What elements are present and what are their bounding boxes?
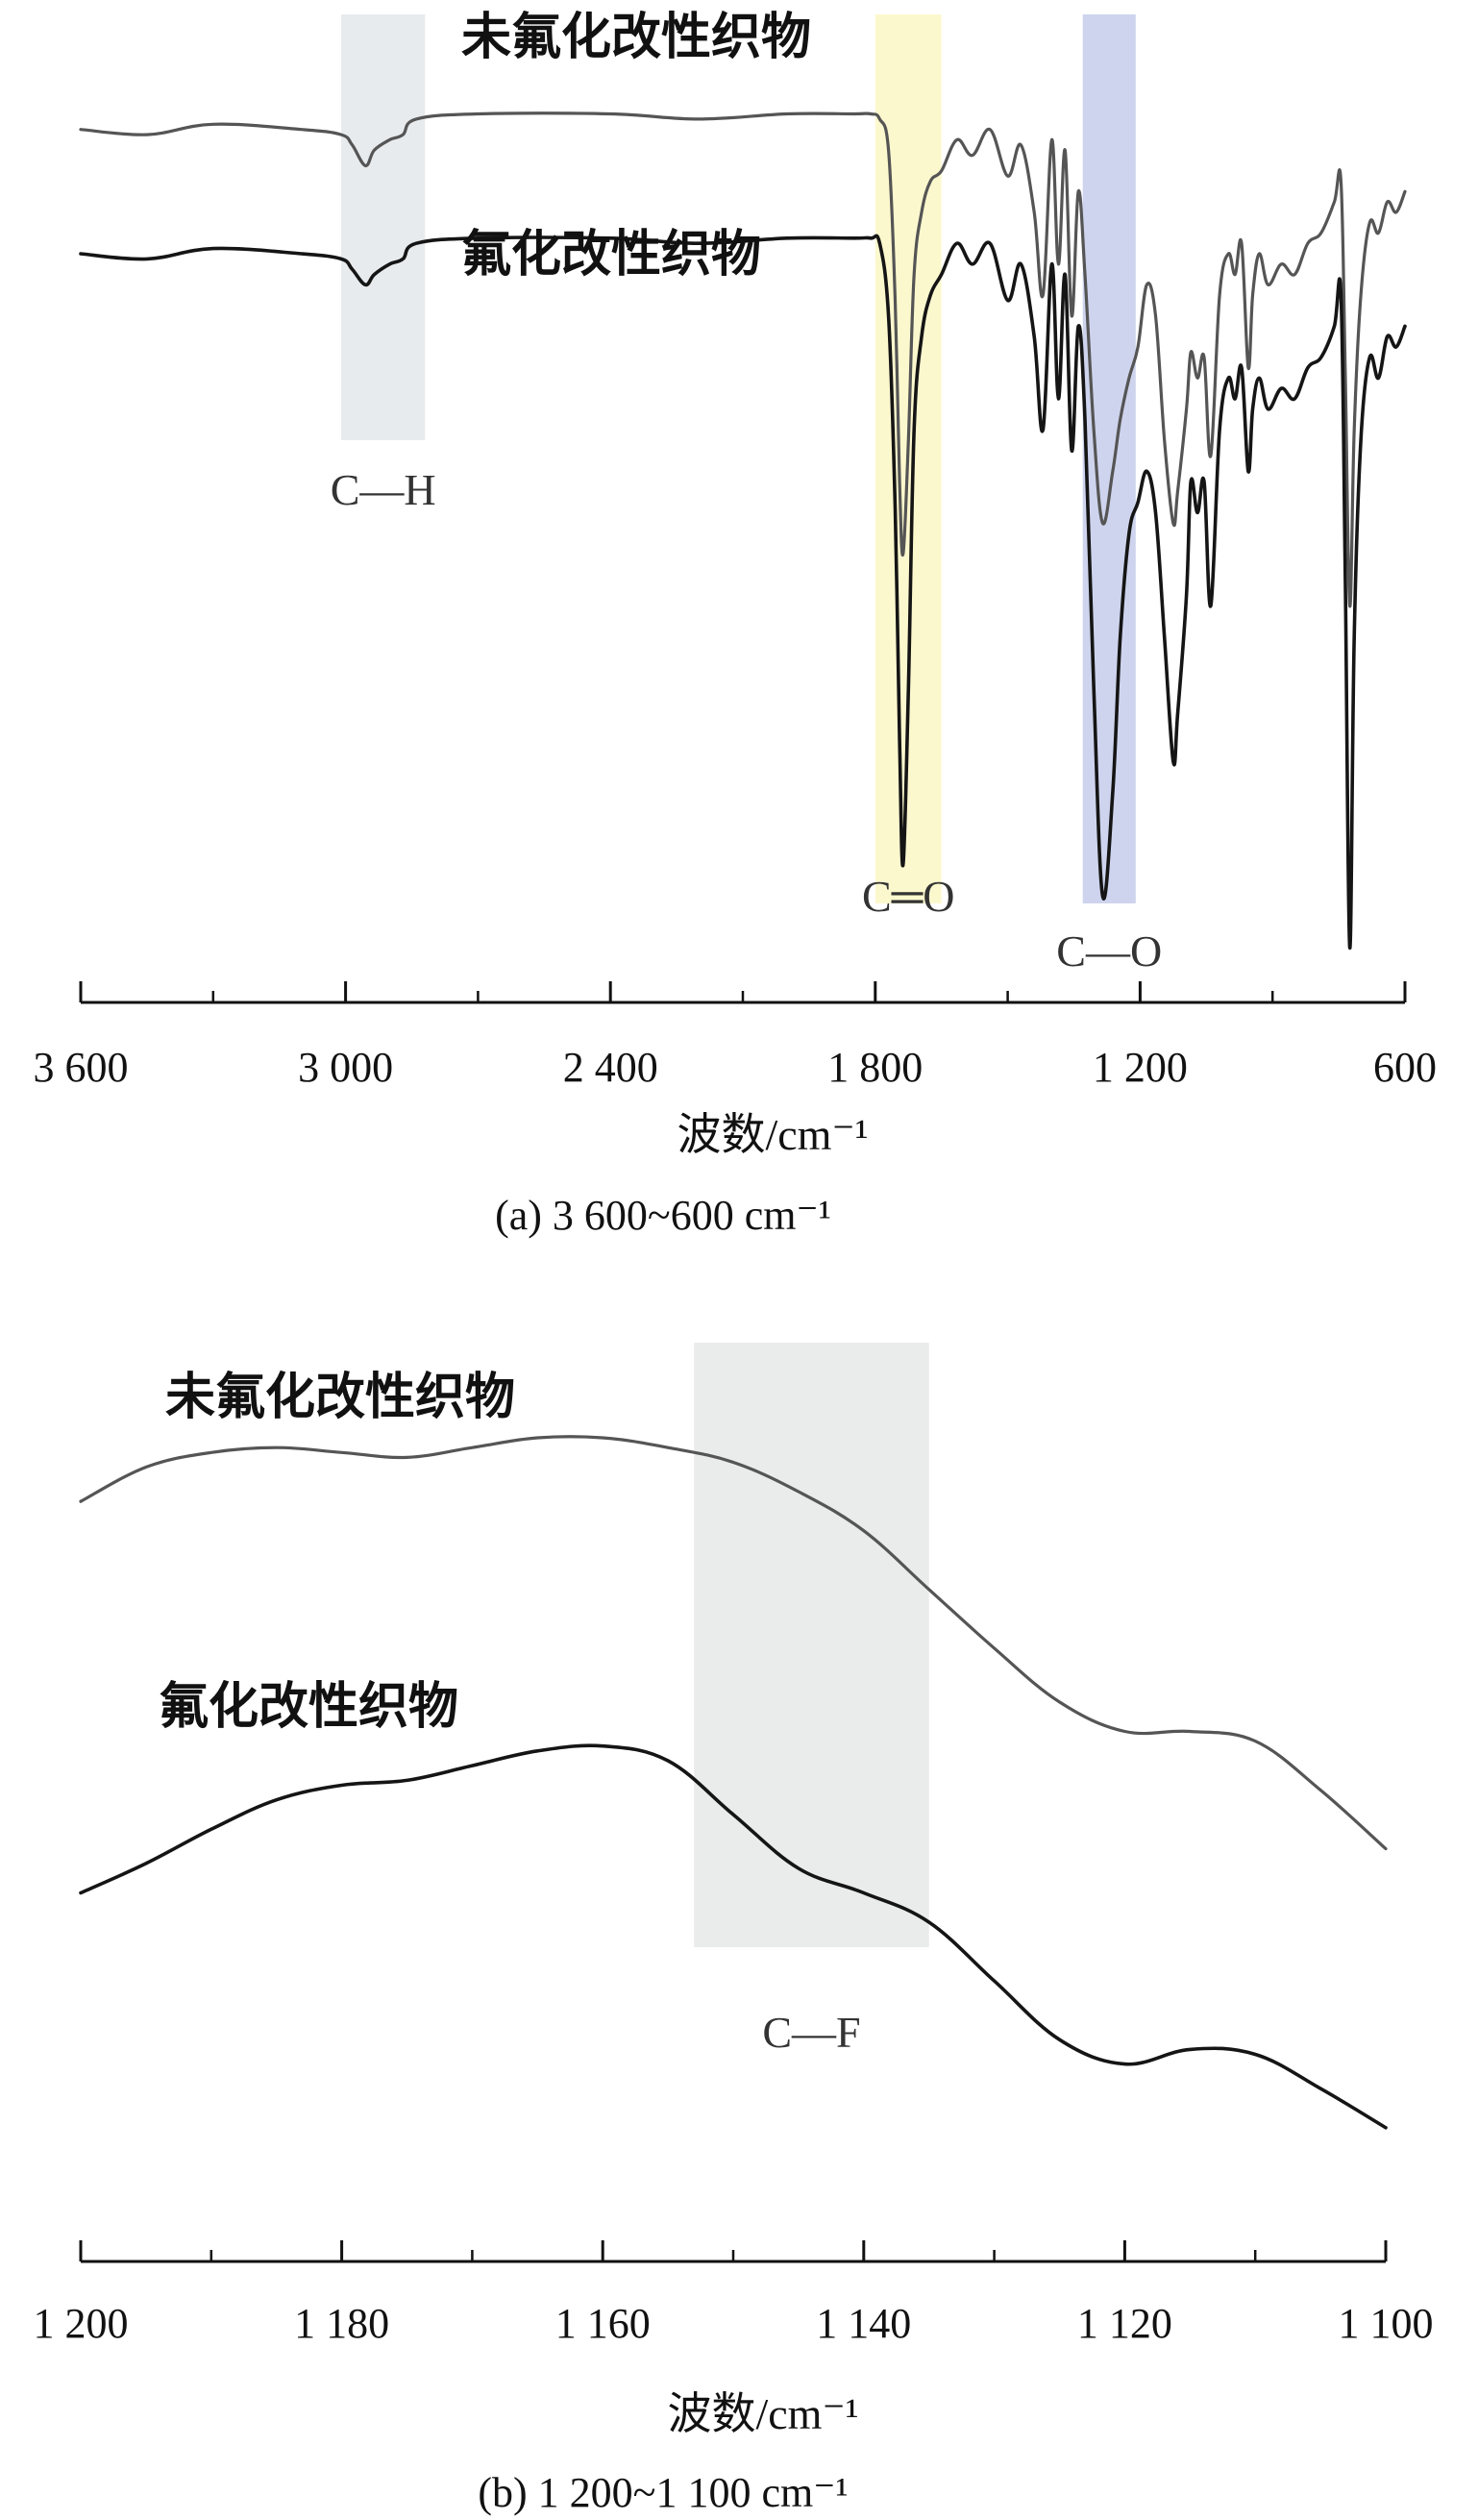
series-label: 未氟化改性织物 <box>461 9 811 66</box>
series-label: 未氟化改性织物 <box>165 1369 515 1426</box>
x-tick-label: 3 000 <box>298 1044 393 1091</box>
series-line <box>79 1743 1388 2130</box>
highlight-band <box>1082 14 1136 903</box>
x-tick-label: 1 200 <box>1093 1044 1188 1091</box>
highlight-band <box>341 14 426 440</box>
x-axis-b: 1 200 1 180 1 160 1 140 1 120 1 100 <box>34 2240 1434 2347</box>
spectrum-curves-a <box>79 111 1407 950</box>
x-tick-label: 1 100 <box>1339 2300 1434 2347</box>
band-label: C═O <box>862 872 955 921</box>
caption-a: (a) 3 600~600 cm⁻¹ <box>495 1192 831 1239</box>
x-tick-label: 3 600 <box>34 1044 129 1091</box>
series-label: 氟化改性织物 <box>159 1678 458 1736</box>
x-tick-label: 2 400 <box>563 1044 658 1091</box>
series-label: 氟化改性织物 <box>461 226 761 284</box>
band-label: C—F <box>762 2008 860 2057</box>
x-axis-label-b: 波数/cm⁻¹ <box>667 2389 858 2438</box>
x-tick-label: 1 140 <box>816 2300 911 2347</box>
series-line <box>79 234 1407 950</box>
x-axis-a: 3 600 3 000 2 400 1 800 1 200 600 <box>34 981 1437 1091</box>
x-tick-label: 1 120 <box>1077 2300 1172 2347</box>
highlight-bands-b: C—F <box>694 1343 929 2057</box>
series-line <box>79 111 1407 608</box>
x-tick-label: 1 160 <box>555 2300 651 2347</box>
highlight-band <box>694 1343 929 1947</box>
spectrum-curves-b <box>79 1435 1388 2130</box>
x-tick-label: 1 800 <box>827 1044 923 1091</box>
x-tick-label: 1 180 <box>294 2300 389 2347</box>
band-label: C—H <box>331 465 436 514</box>
x-tick-label: 1 200 <box>34 2300 129 2347</box>
x-axis-label-a: 波数/cm⁻¹ <box>677 1110 868 1159</box>
series-line <box>79 1435 1388 1851</box>
band-label: C—O <box>1056 926 1162 976</box>
caption-b: (b) 1 200~1 100 cm⁻¹ <box>478 2469 848 2516</box>
x-tick-label: 600 <box>1373 1044 1437 1091</box>
highlight-bands-a: C—H C═O C—O <box>331 14 1162 976</box>
